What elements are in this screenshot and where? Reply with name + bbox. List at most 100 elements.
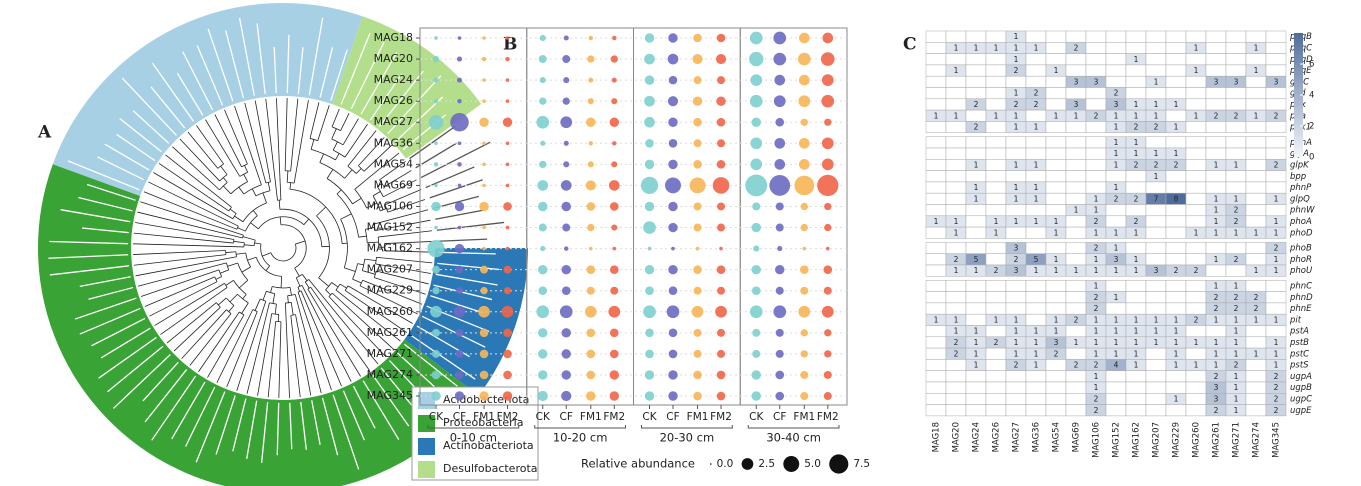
cell bbox=[1225, 242, 1247, 254]
branch bbox=[295, 314, 312, 396]
tip-label bbox=[97, 156, 145, 181]
cell bbox=[1245, 253, 1267, 266]
cell-label: 2 bbox=[1014, 100, 1019, 109]
bubble bbox=[775, 370, 785, 380]
cell bbox=[1105, 280, 1127, 292]
cell-label: 1 bbox=[934, 315, 939, 324]
tip-label bbox=[150, 86, 186, 129]
cell-label: 3 bbox=[1014, 266, 1019, 275]
cell-label: 8 bbox=[1174, 194, 1179, 203]
cell bbox=[945, 192, 967, 205]
cell-label: 1 bbox=[1254, 66, 1259, 75]
branch bbox=[217, 163, 224, 169]
bubble bbox=[610, 286, 619, 295]
cell-label: 1 bbox=[1234, 394, 1239, 403]
bubble bbox=[821, 137, 834, 150]
branch bbox=[254, 100, 271, 182]
cell bbox=[1105, 30, 1127, 43]
cell-label: 1 bbox=[1134, 149, 1139, 158]
bubble bbox=[564, 246, 569, 251]
branch bbox=[352, 278, 362, 284]
cell bbox=[1185, 253, 1207, 266]
branch bbox=[236, 300, 267, 391]
bubble bbox=[562, 223, 571, 232]
bubble bbox=[668, 370, 678, 380]
bubble bbox=[539, 34, 546, 42]
cell-label: 1 bbox=[1114, 266, 1119, 275]
branch bbox=[364, 258, 377, 262]
cell bbox=[1025, 226, 1047, 239]
bubble bbox=[749, 31, 763, 45]
cell-label: 1 bbox=[1014, 338, 1019, 347]
cell bbox=[1165, 370, 1187, 383]
cell-label: 1 bbox=[1234, 406, 1239, 415]
bubble bbox=[823, 286, 832, 295]
cell bbox=[945, 404, 967, 417]
cell-label: 1 bbox=[1034, 361, 1039, 370]
cell bbox=[1065, 253, 1087, 266]
cell bbox=[1065, 121, 1087, 133]
cell-label: 1 bbox=[1134, 228, 1139, 237]
cell bbox=[1165, 170, 1187, 183]
bubble bbox=[479, 391, 489, 401]
branch bbox=[286, 170, 289, 183]
bubble bbox=[434, 36, 438, 40]
cell bbox=[1185, 192, 1207, 205]
cell bbox=[985, 393, 1007, 405]
branch bbox=[219, 174, 228, 182]
branch bbox=[214, 276, 218, 282]
branch bbox=[279, 208, 323, 247]
bubble bbox=[611, 77, 617, 83]
bubble bbox=[800, 223, 808, 232]
bubble bbox=[716, 96, 726, 106]
tip-label bbox=[225, 30, 245, 99]
size-key bbox=[829, 454, 849, 474]
cell bbox=[1185, 302, 1207, 315]
cell bbox=[1225, 170, 1247, 183]
tip-label bbox=[49, 240, 129, 245]
tip-label bbox=[276, 402, 280, 456]
cell bbox=[945, 242, 967, 254]
cell bbox=[1065, 215, 1087, 228]
cell bbox=[1145, 370, 1167, 383]
cell bbox=[1205, 30, 1227, 43]
bubble bbox=[691, 305, 704, 318]
bubble bbox=[692, 53, 703, 65]
bubble bbox=[454, 243, 465, 254]
cell bbox=[1185, 98, 1207, 111]
gene-label: glpK bbox=[1290, 160, 1310, 170]
tip-label bbox=[362, 380, 400, 440]
branch bbox=[310, 286, 370, 371]
cell-label: 1 bbox=[1214, 217, 1219, 226]
tip-label bbox=[176, 72, 204, 116]
branch bbox=[228, 206, 232, 212]
branch bbox=[305, 279, 309, 283]
branch bbox=[179, 138, 220, 182]
branch bbox=[262, 252, 272, 257]
cell bbox=[1245, 181, 1267, 194]
branch bbox=[285, 302, 290, 398]
cell bbox=[925, 336, 947, 349]
bubble bbox=[457, 162, 462, 167]
branch bbox=[148, 181, 239, 227]
tip-label bbox=[78, 196, 133, 212]
cell bbox=[925, 393, 947, 405]
bubble bbox=[455, 265, 464, 274]
cell-label: 1 bbox=[1094, 206, 1099, 215]
cell bbox=[1185, 381, 1207, 394]
branch bbox=[362, 270, 376, 275]
cell-label: 2 bbox=[1274, 406, 1279, 415]
cell bbox=[1225, 53, 1247, 66]
bubble bbox=[538, 349, 548, 359]
bubble bbox=[433, 98, 439, 104]
cell bbox=[1245, 370, 1267, 383]
cell bbox=[1165, 215, 1187, 228]
x-tick-label: CF bbox=[560, 411, 573, 423]
branch bbox=[135, 222, 234, 240]
cell bbox=[945, 181, 967, 194]
branch bbox=[304, 281, 310, 289]
branch bbox=[352, 197, 362, 205]
tip-label bbox=[360, 52, 398, 115]
cell bbox=[1125, 42, 1147, 54]
branch bbox=[140, 201, 244, 236]
